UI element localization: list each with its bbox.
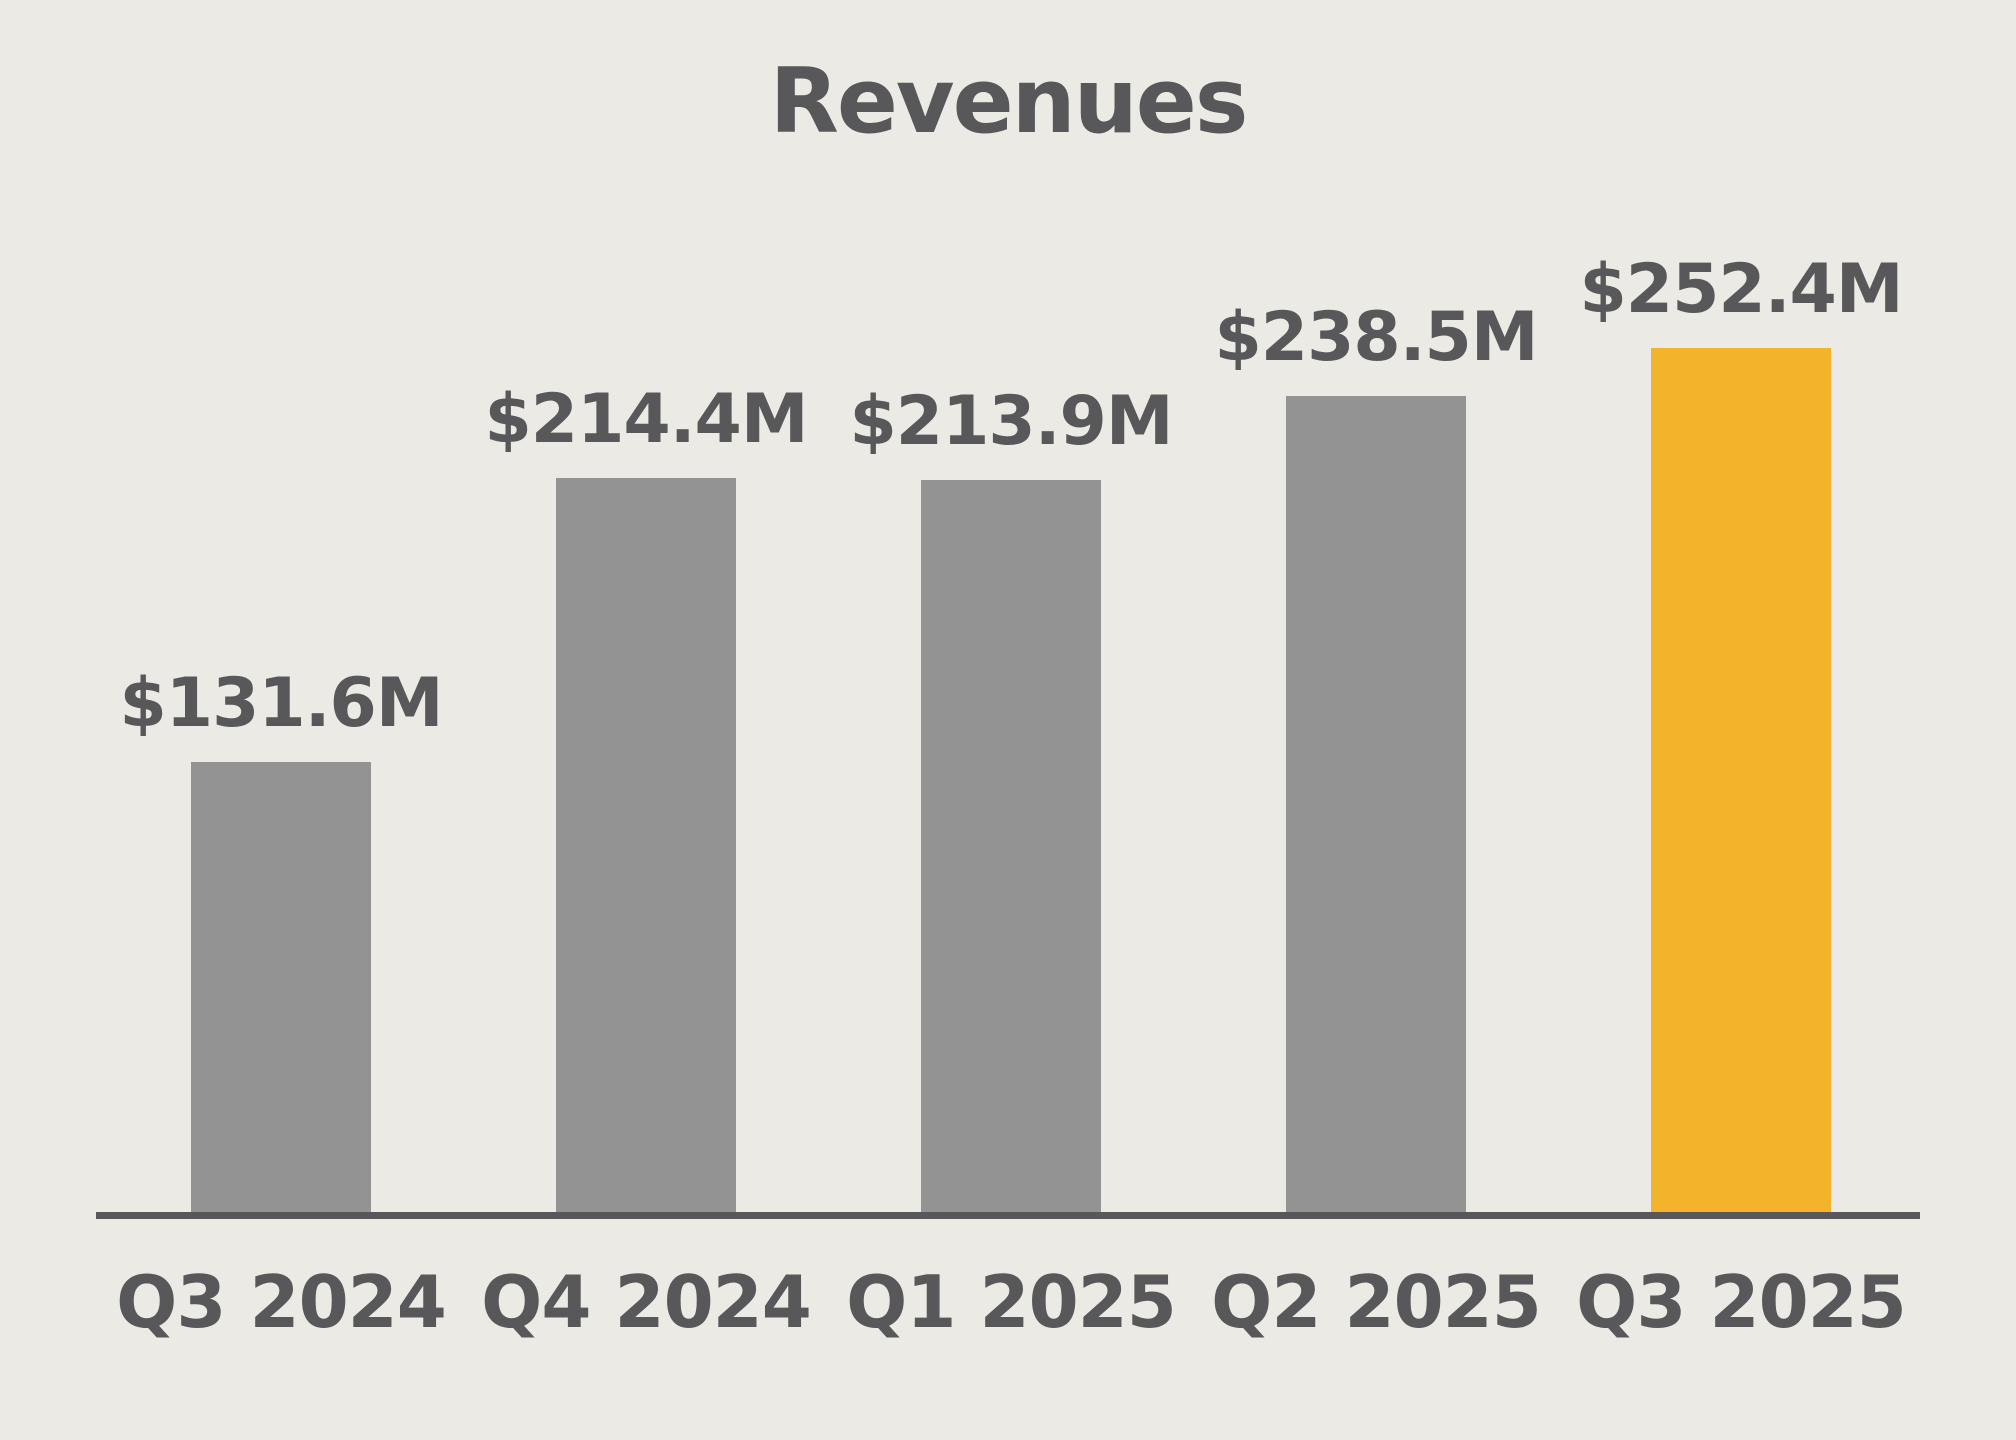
x-axis-label-q3-2024: Q3 2024: [116, 1260, 447, 1344]
bar-value-label-q3-2025: $252.4M: [1579, 250, 1903, 329]
bar-q3-2024: [191, 762, 371, 1212]
x-axis-label-q1-2025: Q1 2025: [846, 1260, 1177, 1344]
bar-value-label-q4-2024: $214.4M: [484, 380, 808, 459]
bar-value-label-q3-2024: $131.6M: [119, 664, 443, 743]
bar-q2-2025: [1286, 396, 1466, 1212]
bar-q1-2025: [921, 480, 1101, 1212]
x-axis-line: [96, 1212, 1920, 1219]
bar-value-label-q1-2025: $213.9M: [849, 382, 1173, 461]
x-axis-label-q4-2024: Q4 2024: [481, 1260, 812, 1344]
bar-q3-2025: [1651, 348, 1831, 1212]
x-axis-label-q2-2025: Q2 2025: [1211, 1260, 1542, 1344]
x-axis-label-q3-2025: Q3 2025: [1576, 1260, 1907, 1344]
bar-value-label-q2-2025: $238.5M: [1214, 298, 1538, 377]
chart-title: Revenues: [769, 49, 1249, 154]
bar-q4-2024: [556, 478, 736, 1212]
